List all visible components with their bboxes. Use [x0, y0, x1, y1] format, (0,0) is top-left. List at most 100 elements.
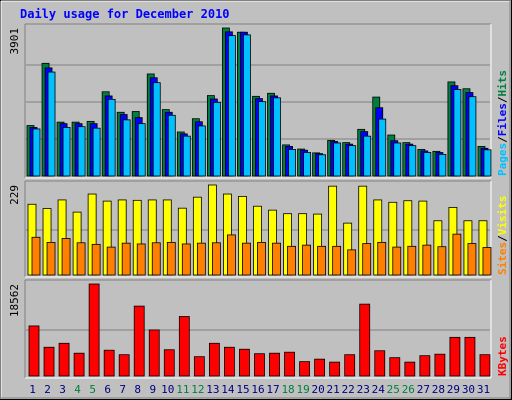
bar-sites-day-3	[61, 238, 71, 276]
bar-pages-day-28	[438, 153, 447, 177]
legend-item: Sites	[496, 242, 509, 275]
x-tick-label: 7	[119, 383, 126, 396]
panel-kbytes: 18562 KBytes	[8, 279, 509, 379]
bar-kbytes-day-12	[193, 356, 205, 377]
bar-pages-day-27	[423, 152, 432, 177]
legend: KBytes	[496, 336, 509, 376]
bar-sites-day-13	[211, 242, 221, 276]
x-tick-label: 2	[44, 383, 51, 396]
bar-kbytes-day-2	[43, 346, 55, 377]
bar-pages-day-1	[32, 128, 41, 177]
bar-kbytes-day-14	[224, 346, 235, 377]
bar-pages-day-12	[197, 125, 206, 177]
bar-sites-day-2	[46, 241, 56, 276]
bar-pages-day-19	[303, 152, 311, 177]
bar-pages-day-25	[393, 142, 402, 177]
bar-sites-day-1	[31, 236, 41, 276]
bar-pages-day-6	[107, 98, 116, 177]
bar-kbytes-day-1	[28, 325, 40, 377]
bar-pages-day-17	[273, 97, 281, 177]
bar-kbytes-day-21	[329, 361, 341, 377]
y-max-label: 3901	[8, 28, 21, 55]
bar-kbytes-day-27	[419, 355, 431, 377]
chart-panels: 3901Pages/Files/Hits229Sites/Visits18562…	[8, 23, 509, 379]
bar-kbytes-day-29	[449, 336, 461, 377]
bar-kbytes-day-24	[374, 350, 386, 377]
bar-kbytes-day-10	[163, 349, 175, 377]
x-tick-label: 27	[417, 383, 430, 396]
bar-pages-day-24	[378, 118, 387, 177]
bar-sites-day-9	[151, 242, 161, 276]
bar-sites-day-7	[121, 242, 131, 276]
x-tick-label: 29	[447, 383, 460, 396]
bar-kbytes-day-8	[133, 305, 145, 377]
bar-kbytes-day-15	[239, 348, 250, 377]
bar-kbytes-day-3	[58, 342, 70, 377]
x-tick-label: 31	[477, 383, 490, 396]
bar-sites-day-4	[76, 242, 86, 276]
x-tick-label: 10	[161, 383, 174, 396]
x-tick-label: 14	[221, 383, 235, 396]
bar-sites-day-17	[272, 242, 281, 276]
legend: Sites/Visits	[496, 196, 509, 276]
bar-sites-day-8	[136, 243, 146, 276]
bar-sites-day-26	[407, 245, 417, 276]
bar-pages-day-29	[453, 89, 462, 177]
bar-sites-day-21	[332, 245, 342, 276]
bar-pages-day-30	[468, 96, 477, 177]
bar-sites-day-24	[377, 241, 387, 276]
x-tick-label: 5	[89, 383, 96, 396]
x-tick-label: 18	[281, 383, 294, 396]
legend: Pages/Files/Hits	[496, 70, 509, 176]
x-tick-label: 15	[236, 383, 249, 396]
bar-sites-day-25	[392, 246, 402, 276]
bar-kbytes-day-31	[479, 354, 491, 377]
bar-pages-day-10	[167, 114, 176, 177]
bar-pages-day-7	[122, 119, 131, 177]
bar-pages-day-23	[363, 135, 372, 177]
bar-kbytes-day-28	[434, 353, 446, 377]
bar-pages-day-20	[318, 154, 327, 177]
bar-kbytes-day-23	[359, 303, 371, 377]
x-tick-label: 11	[176, 383, 189, 396]
x-tick-label: 22	[342, 383, 355, 396]
x-tick-label: 4	[74, 383, 81, 396]
bar-sites-day-30	[467, 243, 477, 276]
bar-sites-day-28	[437, 246, 447, 276]
x-tick-label: 20	[312, 383, 325, 396]
bar-kbytes-day-20	[314, 358, 326, 377]
bar-pages-day-22	[348, 145, 357, 177]
bar-pages-day-18	[288, 149, 296, 177]
bar-kbytes-day-25	[389, 357, 401, 377]
x-tick-label: 16	[251, 383, 264, 396]
chart-title: Daily usage for December 2010	[20, 7, 230, 21]
bar-sites-day-31	[482, 247, 492, 276]
legend-item: Hits	[496, 70, 509, 97]
x-tick-label: 23	[357, 383, 370, 396]
bar-sites-day-11	[181, 243, 191, 276]
bar-sites-day-12	[196, 242, 206, 276]
bar-kbytes-day-18	[284, 351, 295, 377]
bar-pages-day-21	[333, 142, 342, 177]
x-tick-label: 6	[104, 383, 111, 396]
bar-sites-day-20	[317, 245, 327, 276]
x-tick-label: 30	[462, 383, 475, 396]
bar-sites-day-16	[257, 241, 266, 276]
bar-sites-day-29	[452, 233, 462, 276]
bar-sites-day-15	[242, 242, 251, 276]
bar-pages-day-5	[92, 127, 101, 177]
bar-kbytes-day-26	[404, 361, 416, 377]
bar-kbytes-day-7	[118, 354, 130, 377]
panel-visits-sites: 229 Sites/Visits	[8, 180, 509, 278]
bar-kbytes-day-17	[269, 352, 280, 377]
y-max-label: 18562	[8, 284, 21, 317]
panel-hits-files-pages: 3901 Pages/Files/Hits	[8, 23, 509, 179]
bar-kbytes-day-4	[73, 352, 85, 377]
bar-kbytes-day-6	[103, 349, 115, 377]
bar-pages-day-31	[483, 149, 492, 177]
bar-sites-day-19	[302, 244, 311, 276]
x-tick-label: 9	[149, 383, 156, 396]
legend-item: /	[496, 96, 509, 103]
x-tick-label: 1	[29, 383, 36, 396]
